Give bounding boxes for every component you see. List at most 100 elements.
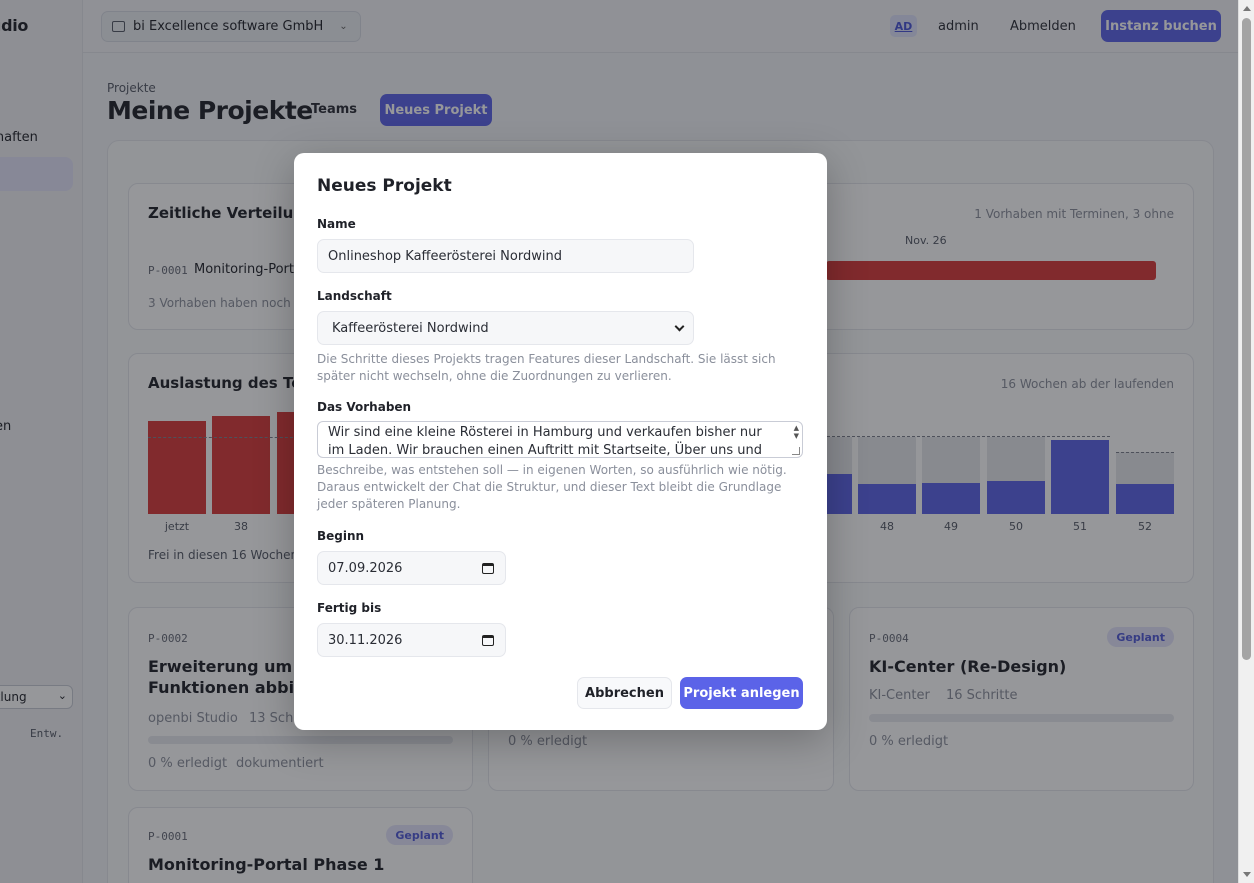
week-label: 48 xyxy=(880,520,894,533)
new-project-dialog: Neues Projekt Name Onlineshop Kaffeeröst… xyxy=(294,153,827,730)
utilization-footer: Frei in diesen 16 Wochen: xyxy=(148,548,303,562)
sidebar-item[interactable]: eren xyxy=(0,419,12,434)
timeline-title: Zeitliche Verteilung xyxy=(148,204,315,222)
name-input[interactable]: Onlineshop Kaffeerösterei Nordwind xyxy=(317,239,694,273)
start-date-value: 07.09.2026 xyxy=(328,560,403,576)
capacity-line xyxy=(1116,452,1174,453)
chevron-down-icon xyxy=(674,321,685,332)
landscape-help: Die Schritte dieses Projekts tragen Feat… xyxy=(317,352,776,383)
utilization-bar[interactable] xyxy=(148,421,206,514)
start-date-label: Beginn xyxy=(317,529,365,543)
organization-name: bi Excellence software GmbH xyxy=(133,19,324,34)
project-title: Monitoring-Portal Phase 1 xyxy=(148,855,385,874)
new-project-button[interactable]: Neues Projekt xyxy=(380,94,492,126)
project-progress-bar xyxy=(869,714,1174,722)
brand-name: udio xyxy=(0,16,29,35)
timeline-row-name[interactable]: Monitoring-Portal xyxy=(194,262,306,277)
scroll-up-icon[interactable] xyxy=(1243,6,1251,11)
intent-textarea[interactable]: Wir sind eine kleine Rösterei in Hamburg… xyxy=(317,421,803,458)
avatar[interactable]: AD xyxy=(890,15,917,37)
utilization-bar[interactable] xyxy=(922,483,980,514)
project-progress-label: 0 % erledigt xyxy=(508,734,588,749)
utilization-bar[interactable] xyxy=(858,484,916,514)
organization-switcher[interactable]: bi Excellence software GmbH ⌄ xyxy=(101,11,361,42)
utilization-title: Auslastung des Tear xyxy=(148,374,319,392)
page-scrollbar[interactable] xyxy=(1238,0,1254,883)
week-label: 52 xyxy=(1138,520,1152,533)
week-label: 49 xyxy=(944,520,958,533)
calendar-icon[interactable] xyxy=(482,563,494,574)
end-date-label: Fertig bis xyxy=(317,601,382,615)
status-badge: Geplant xyxy=(1107,627,1174,647)
page-title: Meine Projekte xyxy=(107,96,313,125)
timeline-row-id: P-0001 xyxy=(148,264,188,277)
create-project-button[interactable]: Projekt anlegen xyxy=(680,677,803,709)
timeline-bar[interactable] xyxy=(826,261,1156,280)
breadcrumb[interactable]: Projekte xyxy=(107,81,156,95)
timeline-note: 3 Vorhaben haben noch ke xyxy=(148,296,309,310)
utilization-bar[interactable] xyxy=(827,474,852,514)
cancel-button[interactable]: Abbrechen xyxy=(577,677,672,709)
week-label: 50 xyxy=(1009,520,1023,533)
project-title: KI-Center (Re-Design) xyxy=(869,657,1067,676)
project-steps: 13 Schri xyxy=(249,711,303,726)
project-title-line2: Funktionen abbilde xyxy=(148,678,322,697)
building-icon xyxy=(112,21,125,32)
book-instance-button[interactable]: Instanz buchen xyxy=(1101,10,1221,42)
project-id: P-0004 xyxy=(869,632,909,645)
landscape-select[interactable]: Kaffeerösterei Nordwind xyxy=(317,311,694,345)
utilization-bar[interactable] xyxy=(212,416,270,514)
project-progress-bar xyxy=(148,736,453,744)
environment-select[interactable]: twicklung ⌄ xyxy=(0,685,73,709)
project-status-note: dokumentiert xyxy=(236,756,324,771)
resize-grip-icon[interactable] xyxy=(792,447,800,455)
logout-link[interactable]: Abmelden xyxy=(1010,19,1076,34)
project-landscape: openbi Studio xyxy=(148,711,238,726)
name-label: Name xyxy=(317,217,356,231)
environment-select-value: twicklung xyxy=(0,690,27,704)
name-input-value: Onlineshop Kaffeerösterei Nordwind xyxy=(328,248,562,264)
scroll-down-icon[interactable] xyxy=(1243,872,1251,877)
topbar: bi Excellence software GmbH ⌄ AD admin A… xyxy=(83,0,1238,53)
chevron-down-icon: ⌄ xyxy=(339,21,348,32)
sidebar: udio e schaften on e eren n twicklung ⌄ … xyxy=(0,0,83,883)
utilization-bar[interactable] xyxy=(987,481,1045,514)
week-label: 38 xyxy=(234,520,248,533)
scrollbar-thumb[interactable] xyxy=(1242,18,1251,660)
project-progress-label: 0 % erledigt xyxy=(148,756,228,771)
end-date-input[interactable]: 30.11.2026 xyxy=(317,623,506,657)
intent-label: Das Vorhaben xyxy=(317,400,412,414)
project-card[interactable]: P-0004 Geplant KI-Center (Re-Design) KI-… xyxy=(849,607,1194,791)
dialog-title: Neues Projekt xyxy=(317,176,452,196)
capacity-line xyxy=(827,436,1110,437)
intent-help: Beschreibe, was entstehen soll — in eige… xyxy=(317,463,787,511)
project-title: Erweiterung um eir xyxy=(148,657,322,676)
calendar-icon[interactable] xyxy=(482,635,494,646)
project-progress-label: 0 % erledigt xyxy=(869,734,949,749)
project-id: P-0001 xyxy=(148,830,188,843)
project-id: P-0002 xyxy=(148,632,188,645)
project-card[interactable]: P-0001 Geplant Monitoring-Portal Phase 1 xyxy=(128,807,473,883)
timeline-summary: 1 Vorhaben mit Terminen, 3 ohne xyxy=(974,207,1174,221)
environment-label: Entw. xyxy=(30,727,64,740)
start-date-input[interactable]: 07.09.2026 xyxy=(317,551,506,585)
project-landscape: KI-Center xyxy=(869,688,930,703)
project-steps: 16 Schritte xyxy=(946,688,1018,703)
sidebar-item[interactable]: schaften xyxy=(0,130,38,145)
capacity-line xyxy=(148,437,298,438)
end-date-value: 30.11.2026 xyxy=(328,632,403,648)
status-badge: Geplant xyxy=(386,825,453,845)
week-label: jetzt xyxy=(164,520,190,533)
landscape-select-value: Kaffeerösterei Nordwind xyxy=(332,320,489,336)
utilization-bar[interactable] xyxy=(1116,484,1174,514)
teams-link[interactable]: Teams xyxy=(311,102,358,117)
username: admin xyxy=(938,19,979,34)
week-label: 51 xyxy=(1073,520,1087,533)
textarea-scroll-arrows-icon[interactable]: ▲ ▼ xyxy=(793,424,799,440)
intent-textarea-value: Wir sind eine kleine Rösterei in Hamburg… xyxy=(328,425,763,458)
landscape-label: Landschaft xyxy=(317,289,392,303)
timeline-month-label: Nov. 26 xyxy=(905,234,947,247)
sidebar-item-active[interactable] xyxy=(0,157,73,191)
utilization-bar[interactable] xyxy=(1051,440,1109,514)
utilization-range-note: 16 Wochen ab der laufenden xyxy=(1000,377,1174,391)
